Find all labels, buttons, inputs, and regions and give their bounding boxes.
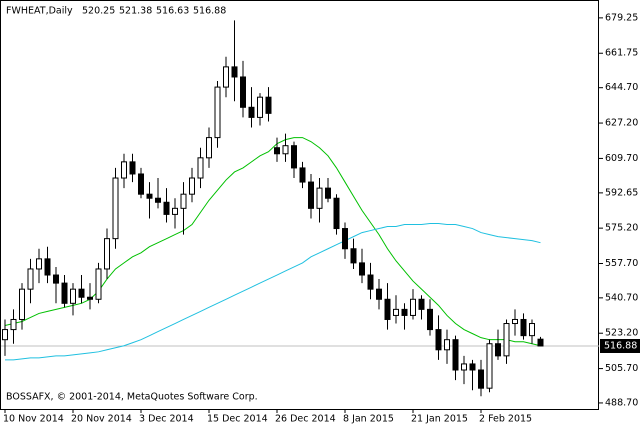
y-tick-label: 575.20 xyxy=(605,223,638,234)
candle-body xyxy=(469,363,476,371)
candle-body xyxy=(87,296,93,300)
y-tick-label: 644.70 xyxy=(605,82,638,93)
y-tick-label: 679.25 xyxy=(605,12,638,23)
candle-body xyxy=(495,343,501,357)
candle-body xyxy=(342,228,348,250)
y-tick-label: 557.70 xyxy=(605,258,638,269)
moving-average xyxy=(4,137,541,347)
y-tick-label: 609.70 xyxy=(605,153,638,164)
candle-body xyxy=(486,343,493,389)
candle-body xyxy=(61,282,68,304)
candle-body xyxy=(359,262,365,276)
y-tick-label: 627.20 xyxy=(605,118,638,129)
x-tick-label: 8 Jan 2015 xyxy=(343,414,394,425)
candle-body xyxy=(401,308,408,316)
candle-body xyxy=(112,177,119,240)
price-label: 516.88 xyxy=(604,340,637,351)
x-tick-label: 26 Dec 2014 xyxy=(275,414,336,425)
candle-body xyxy=(316,187,323,209)
candle-body xyxy=(240,76,246,108)
candle-body xyxy=(393,308,399,316)
candle-body xyxy=(410,298,416,316)
moving-average xyxy=(5,222,541,361)
candle-body xyxy=(248,106,255,118)
candle-body xyxy=(10,318,17,331)
candle-body xyxy=(36,258,42,270)
price-label-box xyxy=(600,338,640,353)
candle-body xyxy=(172,207,178,215)
candle-body xyxy=(70,288,76,304)
header-value: 521.38 xyxy=(119,6,152,17)
candle-body xyxy=(325,187,331,199)
plot-frame xyxy=(0,0,599,410)
y-tick-label: 505.70 xyxy=(605,363,638,374)
candle-body xyxy=(2,329,8,341)
candle-body xyxy=(231,66,238,78)
candle-body xyxy=(197,157,204,179)
candle-body xyxy=(138,173,144,195)
candle-body xyxy=(53,274,59,284)
y-tick-label: 523.20 xyxy=(605,328,638,339)
candle-body xyxy=(444,339,450,351)
candle-body xyxy=(180,193,187,209)
candle-body xyxy=(282,145,289,155)
candle-body xyxy=(384,298,391,320)
candle-body xyxy=(350,248,357,264)
candle-body xyxy=(265,96,272,114)
candle-body xyxy=(435,329,442,351)
x-tick-label: 20 Nov 2014 xyxy=(71,414,132,425)
candle-body xyxy=(214,86,221,139)
x-tick-label: 21 Jan 2015 xyxy=(411,414,468,425)
x-tick-label: 15 Dec 2014 xyxy=(207,414,268,425)
candle-body xyxy=(512,318,518,325)
candle-body xyxy=(503,323,510,357)
candle-body xyxy=(163,201,170,215)
candle-body xyxy=(520,318,527,337)
x-tick-label: 10 Nov 2014 xyxy=(3,414,64,425)
x-tick-label: 2 Feb 2015 xyxy=(479,414,532,425)
y-tick-label: 488.70 xyxy=(605,397,638,408)
candle-body xyxy=(146,193,153,199)
x-tick-label: 3 Dec 2014 xyxy=(139,414,194,425)
y-tick-label: 540.70 xyxy=(605,292,638,303)
header-value: 516.63 xyxy=(156,6,189,17)
candle-body xyxy=(206,137,212,159)
candle-body xyxy=(155,197,161,203)
candle-body xyxy=(537,338,544,347)
header-value: 516.88 xyxy=(193,6,226,17)
candle-body xyxy=(104,238,110,270)
candle-body xyxy=(418,298,425,310)
candle-body xyxy=(461,363,467,371)
candle-body xyxy=(189,177,195,195)
candle-body xyxy=(299,167,306,183)
candle-body xyxy=(333,197,340,230)
candle-body xyxy=(78,288,85,298)
candle-body xyxy=(257,96,263,118)
candle-body xyxy=(27,268,34,290)
candle-body xyxy=(95,268,102,300)
candle-body xyxy=(452,339,459,371)
candle-body xyxy=(121,161,127,179)
y-tick-label: 592.65 xyxy=(605,187,638,198)
chart-title: FWHEAT,Daily xyxy=(6,6,73,17)
copyright: BOSSAFX, © 2001-2014, MetaQuotes Softwar… xyxy=(6,392,258,403)
candle-body xyxy=(478,369,484,389)
candle-body xyxy=(223,66,229,88)
candle-body xyxy=(19,288,25,320)
candle-body xyxy=(376,288,382,300)
candle-body xyxy=(291,145,297,169)
y-tick-label: 661.75 xyxy=(605,48,638,59)
candle-body xyxy=(274,147,280,155)
candle-body xyxy=(529,323,535,337)
candle-body xyxy=(44,258,51,276)
candle-body xyxy=(367,274,374,290)
candle-body xyxy=(129,161,136,175)
candle-body xyxy=(427,308,433,331)
header-value: 520.25 xyxy=(82,6,115,17)
candle-body xyxy=(308,181,314,209)
